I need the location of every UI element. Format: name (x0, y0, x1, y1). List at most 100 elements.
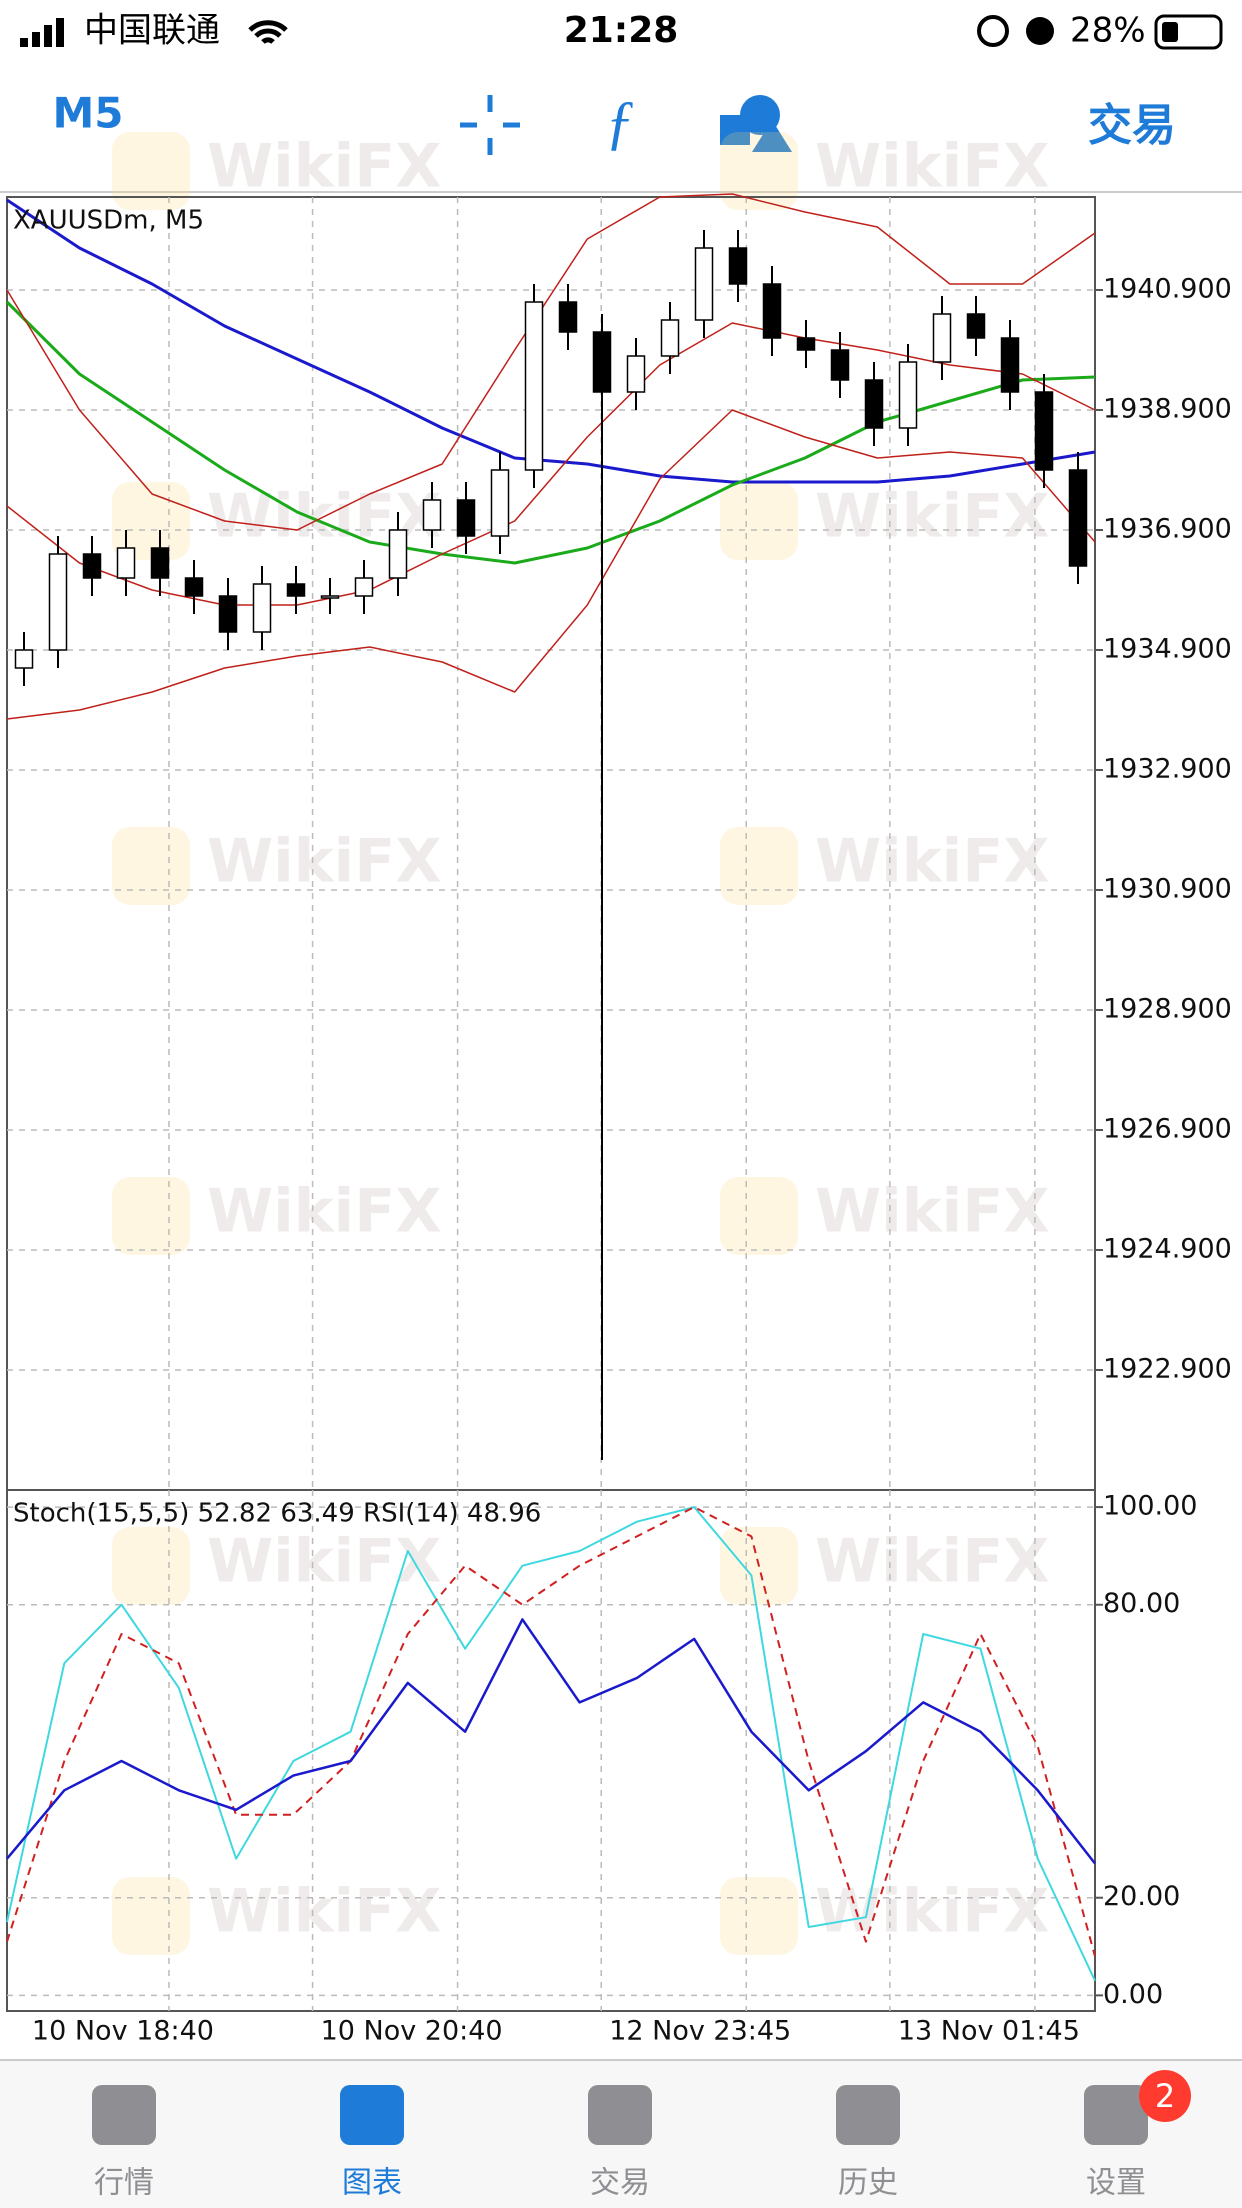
y-tick-label: 0.00 (1103, 1979, 1163, 2010)
battery-icon (1154, 14, 1223, 50)
watermark-logo (720, 482, 798, 560)
tab-icon[interactable] (836, 2085, 900, 2145)
tab-label[interactable]: 设置 (1086, 2166, 1146, 2201)
watermark-logo (720, 1177, 798, 1255)
badge-count: 2 (1155, 2077, 1175, 2115)
tab-icon[interactable] (340, 2085, 404, 2145)
x-tick-label: 10 Nov 20:40 (321, 2016, 503, 2047)
y-tick-label: 1940.900 (1103, 274, 1232, 305)
indicator-line (6, 1506, 1096, 1982)
y-tick-label: 20.00 (1103, 1881, 1180, 1912)
candle-body (252, 583, 272, 633)
chart-title: XAUUSDm, M5 (13, 206, 204, 236)
y-tick-label: 1928.900 (1103, 994, 1232, 1025)
tabs: 行情 图表 交易 历史 设置 2 (92, 2070, 1191, 2201)
trade-button[interactable]: 交易 (1088, 100, 1176, 151)
candle-body (116, 547, 136, 579)
x-tick-label: 13 Nov 01:45 (898, 2016, 1080, 2047)
candle-body (796, 337, 816, 351)
tab-label[interactable]: 行情 (94, 2166, 154, 2201)
crosshair-button[interactable] (460, 95, 520, 155)
y-tick-label: 1930.900 (1103, 874, 1232, 905)
y-tick-label: 1922.900 (1103, 1354, 1232, 1385)
candle-body (524, 301, 544, 471)
candle-body (728, 247, 748, 285)
signal-bars (20, 18, 64, 47)
indicator-line (6, 198, 1096, 484)
objects-button[interactable] (720, 95, 792, 152)
candle-body (966, 313, 986, 339)
candle-body (898, 361, 918, 429)
watermark: WikiFX (207, 1527, 441, 1597)
candle-body (320, 595, 340, 599)
tab-label[interactable]: 历史 (838, 2166, 898, 2201)
candle-body (184, 577, 204, 597)
candle-body (830, 349, 850, 381)
timeframe-button[interactable]: M5 (52, 89, 123, 138)
y-tick-label: 1938.900 (1103, 394, 1232, 425)
candle-body (558, 301, 578, 333)
candle-body (354, 577, 374, 597)
watermark: WikiFX (815, 132, 1049, 202)
tab-icon[interactable] (588, 2085, 652, 2145)
indicator-line (6, 193, 1096, 531)
candle-body (864, 379, 884, 429)
candle-body (48, 553, 68, 651)
watermark: WikiFX (815, 1877, 1049, 1947)
battery-level (1162, 22, 1178, 42)
watermark-logo (112, 827, 190, 905)
battery-text: 28% (1070, 11, 1146, 51)
chart-title: Stoch(15,5,5) 52.82 63.49 RSI(14) 48.96 (13, 1499, 541, 1529)
watermark: WikiFX (207, 1177, 441, 1247)
y-tick-label: 1934.900 (1103, 634, 1232, 665)
watermark-logo (720, 1877, 798, 1955)
indicator-line (6, 322, 1096, 606)
y-tick-label: 1936.900 (1103, 514, 1232, 545)
badge (1139, 2070, 1191, 2122)
candle-body (592, 331, 612, 393)
candle-body (1034, 391, 1054, 471)
candle-body (456, 499, 476, 537)
clock: 21:28 (564, 10, 679, 51)
indicators-button[interactable]: ƒ (605, 89, 635, 155)
tab-label[interactable]: 交易 (590, 2166, 650, 2201)
indicator-line (6, 409, 1096, 720)
watermark: WikiFX (815, 1527, 1049, 1597)
candle-body (422, 499, 442, 531)
candle-body (150, 547, 170, 579)
watermark: WikiFX (207, 827, 441, 897)
watermark: WikiFX (207, 132, 441, 202)
candle-body (218, 595, 238, 633)
candle-body (762, 283, 782, 339)
x-tick-label: 12 Nov 23:45 (609, 2016, 791, 2047)
lock-icon (977, 15, 1009, 47)
indicator-line (6, 1506, 1096, 1957)
y-tick-label: 1924.900 (1103, 1234, 1232, 1265)
watermark-logo (720, 132, 798, 210)
indicator-line (6, 1618, 1096, 1865)
watermark-logo (112, 1177, 190, 1255)
candle-body (82, 553, 102, 579)
candle-body (286, 583, 306, 597)
candle-body (490, 469, 510, 537)
watermark: WikiFX (815, 827, 1049, 897)
wifi-icon (248, 20, 288, 44)
watermark: WikiFX (207, 1877, 441, 1947)
candle-body (1068, 469, 1088, 567)
candle-body (932, 313, 952, 363)
x-tick-label: 10 Nov 18:40 (32, 2016, 214, 2047)
carrier: 中国联通 (84, 11, 220, 51)
alarm-icon (1026, 17, 1054, 45)
watermark: WikiFX (815, 482, 1049, 552)
y-tick-label: 100.00 (1103, 1491, 1197, 1522)
y-tick-label: 80.00 (1103, 1588, 1180, 1619)
tab-icon[interactable] (92, 2085, 156, 2145)
tab-icon[interactable] (1084, 2085, 1148, 2145)
tab-label[interactable]: 图表 (342, 2166, 402, 2201)
watermark-logo (112, 1877, 190, 1955)
candle-body (660, 319, 680, 357)
chart-frame (6, 1489, 1096, 2012)
